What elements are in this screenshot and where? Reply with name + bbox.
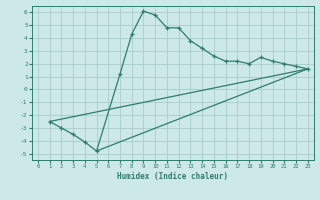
X-axis label: Humidex (Indice chaleur): Humidex (Indice chaleur): [117, 172, 228, 181]
